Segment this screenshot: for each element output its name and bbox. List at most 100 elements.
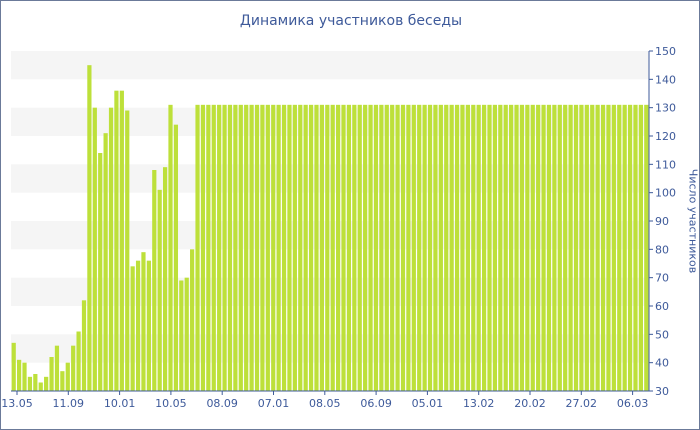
- bar: [476, 104, 481, 391]
- y-tick-label: 140: [655, 73, 676, 86]
- bar: [103, 133, 108, 392]
- bar: [195, 104, 200, 391]
- bar: [336, 104, 341, 391]
- y-tick-label: 130: [655, 102, 676, 115]
- bar: [217, 104, 222, 391]
- bar: [530, 104, 535, 391]
- x-tick-label: 07.01: [258, 397, 290, 410]
- bar: [525, 104, 530, 391]
- bar: [108, 107, 114, 392]
- bar: [487, 104, 492, 391]
- bar: [141, 252, 146, 391]
- bar: [514, 104, 519, 391]
- bar: [492, 104, 498, 391]
- bar: [130, 266, 135, 391]
- bar: [179, 280, 184, 391]
- bar: [292, 104, 297, 391]
- bar: [606, 104, 611, 391]
- bar: [222, 104, 227, 391]
- bar: [400, 104, 406, 391]
- bar: [427, 104, 433, 391]
- bar: [49, 357, 54, 391]
- bar: [44, 376, 49, 391]
- x-tick-label: 08.09: [206, 397, 238, 410]
- x-tick-label: 10.01: [104, 397, 136, 410]
- bar: [200, 104, 206, 391]
- bar: [390, 104, 395, 391]
- bar: [233, 104, 238, 391]
- bar: [308, 104, 314, 391]
- y-tick-label: 50: [655, 328, 669, 341]
- bar: [319, 104, 324, 391]
- bar: [314, 104, 319, 391]
- bar: [76, 331, 81, 391]
- bar: [536, 104, 541, 391]
- y-tick-label: 70: [655, 272, 669, 285]
- bar: [352, 104, 357, 391]
- bar: [368, 104, 373, 391]
- x-tick-label: 27.02: [566, 397, 598, 410]
- bar: [135, 260, 141, 391]
- bar: [190, 249, 195, 391]
- bar: [249, 104, 254, 391]
- bar: [611, 104, 616, 391]
- bar: [92, 107, 97, 392]
- bar: [638, 104, 643, 391]
- bar: [54, 345, 60, 391]
- bar: [422, 104, 427, 391]
- bar: [173, 124, 179, 392]
- bar: [206, 104, 211, 391]
- y-tick-label: 120: [655, 130, 676, 143]
- bar: [17, 359, 22, 391]
- bar: [330, 104, 335, 391]
- bar: [433, 104, 438, 391]
- bar: [211, 104, 216, 391]
- bar: [590, 104, 595, 391]
- bar: [238, 104, 243, 391]
- y-tick-label: 90: [655, 215, 669, 228]
- y-tick-label: 100: [655, 187, 676, 200]
- bar: [244, 104, 249, 391]
- grid-band: [11, 51, 649, 80]
- bar: [573, 104, 579, 391]
- bar: [417, 104, 422, 391]
- bar: [11, 342, 16, 391]
- bar: [627, 104, 633, 391]
- bar: [157, 189, 162, 391]
- bar: [81, 300, 87, 391]
- bar: [87, 65, 92, 392]
- y-tick-label: 110: [655, 158, 676, 171]
- bar: [557, 104, 562, 391]
- bar: [406, 104, 411, 391]
- bar: [184, 277, 189, 391]
- bar: [227, 104, 233, 391]
- bar: [644, 104, 649, 391]
- bar: [471, 104, 476, 391]
- bar: [357, 104, 362, 391]
- bar: [568, 104, 573, 391]
- x-tick-label: 06.03: [617, 397, 649, 410]
- bar: [379, 104, 384, 391]
- y-axis-label: Число участников: [686, 168, 700, 274]
- bar: [98, 153, 103, 391]
- x-tick-label: 10.05: [155, 397, 187, 410]
- bar: [552, 104, 557, 391]
- bar: [503, 104, 508, 391]
- bar: [519, 104, 525, 391]
- bar: [325, 104, 330, 391]
- bar: [546, 104, 552, 391]
- bar: [71, 345, 76, 391]
- bar: [168, 104, 173, 391]
- bar: [600, 104, 606, 391]
- bar: [38, 382, 43, 391]
- bar: [373, 104, 379, 391]
- bar: [363, 104, 368, 391]
- x-tick-label: 05.01: [412, 397, 444, 410]
- bar: [617, 104, 622, 391]
- bar: [298, 104, 303, 391]
- bar: [346, 104, 352, 391]
- bar: [584, 104, 589, 391]
- bar: [498, 104, 503, 391]
- bar: [162, 167, 168, 391]
